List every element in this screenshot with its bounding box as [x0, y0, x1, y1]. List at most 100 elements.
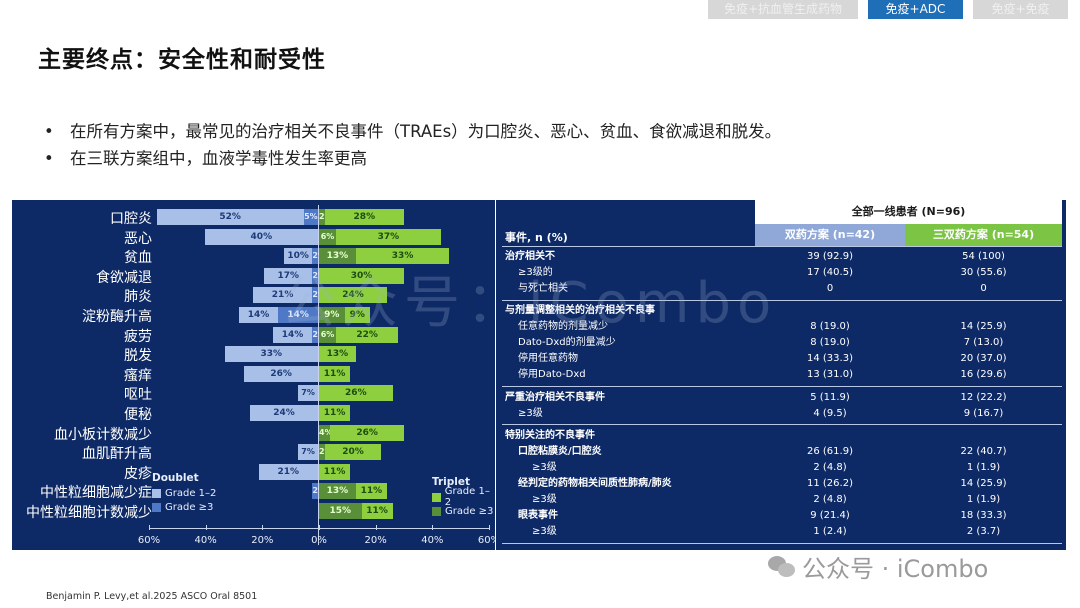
cell-triplet: 2 (3.7)	[966, 526, 1001, 537]
bullet-item: • 在三联方案组中，血液学毒性发生率更高	[44, 145, 781, 172]
bar-doublet-grade12: 10%	[284, 248, 313, 265]
tab-immuno-antiangiogenic[interactable]: 免疫+抗血管生成药物	[708, 0, 858, 19]
legend-item: Grade ≥3	[152, 500, 216, 514]
zero-axis-line	[318, 205, 319, 545]
bar-triplet-grade12: 13%	[319, 346, 356, 363]
bar-triplet-grade12: 22%	[336, 326, 399, 343]
table-row: 经判定的药物相关间质性肺病/肺炎 11 (26.2) 14 (25.9)	[496, 476, 1066, 492]
category-label: 脱发	[124, 348, 152, 365]
chart-row: 瘙痒 26% 11%	[12, 365, 495, 384]
swatch-icon	[432, 506, 441, 516]
cell-doublet: 13 (31.0)	[807, 369, 853, 380]
x-tick-label: 20%	[364, 535, 387, 546]
swatch-icon	[152, 488, 161, 498]
cell-doublet: 4 (9.5)	[813, 408, 847, 419]
x-tick-label: 60%	[477, 535, 501, 546]
bar-doublet-grade12: 7%	[298, 385, 318, 402]
x-tick	[319, 525, 320, 530]
x-tick-label: 20%	[251, 535, 274, 546]
bar-triplet-grade12: 26%	[319, 385, 393, 402]
x-tick	[489, 525, 490, 530]
cell-doublet: 1 (2.4)	[813, 526, 847, 537]
cell-doublet: 14 (33.3)	[807, 353, 853, 364]
cell-triplet: 22 (40.7)	[960, 446, 1007, 457]
category-label: 贫血	[124, 250, 152, 267]
bar-triplet-grade12: 11%	[361, 503, 393, 519]
bullet-item: • 在所有方案中，最常见的治疗相关不良事件（TRAEs）为口腔炎、恶心、贫血、食欲…	[44, 118, 781, 145]
table-row: 停用任意药物 14 (33.3) 20 (37.0)	[496, 351, 1066, 367]
bullet-dot-icon: •	[44, 122, 54, 141]
bar-doublet-grade12: 7%	[298, 444, 318, 461]
bar-doublet-grade12: 40%	[204, 228, 318, 245]
bar-triplet-grade12: 28%	[324, 209, 404, 225]
bar-triplet-grade12: 11%	[319, 463, 351, 480]
category-label: 食欲减退	[96, 269, 152, 286]
tab-immuno-adc[interactable]: 免疫+ADC	[868, 0, 963, 19]
cell-triplet: 18 (33.3)	[960, 510, 1007, 521]
bar-doublet-grade3: 14%	[278, 307, 318, 323]
bar-doublet-grade12: 14%	[272, 326, 313, 343]
chart-row: 皮疹 21% 11%	[12, 463, 495, 482]
bar-triplet-grade12: 11%	[355, 483, 387, 500]
bar-triplet-grade12: 30%	[319, 267, 404, 284]
page-title: 主要终点：安全性和耐受性	[38, 47, 326, 73]
row-label: ≥3级的	[518, 267, 553, 278]
table-divider	[502, 300, 1062, 301]
category-label: 便秘	[124, 407, 152, 423]
bar-triplet-grade3: 13%	[319, 483, 356, 500]
tab-immuno-immuno[interactable]: 免疫+免疫	[973, 0, 1068, 19]
row-label: ≥3级	[532, 526, 557, 537]
bar-triplet-grade12: 9%	[344, 307, 370, 323]
bar-triplet-grade3: 15%	[319, 503, 362, 519]
bar-doublet-grade12: 24%	[250, 405, 318, 421]
header-events: 事件, n (%)	[505, 231, 568, 244]
wechat-icon	[768, 555, 796, 578]
cell-doublet: 26 (61.9)	[807, 446, 853, 457]
chart-row: 恶心 40% 6% 37%	[12, 228, 495, 247]
cell-triplet: 7 (13.0)	[963, 337, 1004, 348]
legend-item: Grade 1–2	[152, 486, 216, 500]
row-label: 与剂量调整相关的治疗相关不良事	[505, 305, 655, 316]
category-label: 血肌酐升高	[82, 446, 152, 463]
chart-row: 淀粉酶升高 14% 14% 9% 9%	[12, 307, 495, 325]
bar-triplet-grade3: 4%	[319, 424, 333, 441]
bar-doublet-grade3: 2%	[312, 267, 326, 284]
category-label: 淀粉酶升高	[82, 309, 152, 325]
bar-doublet-grade3: 2%	[312, 483, 326, 500]
legend-triplet: Triplet Grade 1–2 Grade ≥3	[432, 476, 495, 517]
bar-doublet-grade12: 33%	[224, 346, 318, 363]
cell-doublet: 5 (11.9)	[810, 392, 850, 403]
category-label: 皮疹	[124, 465, 152, 482]
chart-row: 呕吐 7% 26%	[12, 385, 495, 403]
bar-triplet-grade3: 9%	[319, 307, 345, 323]
swatch-icon	[152, 502, 161, 512]
chart-row: 中性粒细胞减少症 2%13%11%	[12, 483, 495, 502]
chart-row: 贫血 2%10% 13%33%	[12, 248, 495, 267]
bar-doublet-grade12: 26%	[244, 365, 318, 382]
bar-doublet-grade12: 17%	[264, 267, 313, 284]
row-label: ≥3级	[532, 462, 557, 473]
table-row: ≥3级 1 (2.4) 2 (3.7)	[496, 524, 1066, 540]
cell-doublet: 8 (19.0)	[810, 337, 850, 348]
table-row: 口腔粘膜炎/口腔炎 26 (61.9) 22 (40.7)	[496, 444, 1066, 460]
chart-row: 中性粒细胞计数减少 15% 11%	[12, 503, 495, 521]
bar-triplet-grade12: 37%	[336, 228, 441, 245]
watermark-bottom: 公众号 · iCombo	[768, 549, 988, 584]
table-row: 与剂量调整相关的治疗相关不良事	[496, 303, 1066, 319]
bar-triplet-grade12: 11%	[319, 405, 351, 421]
reference-citation: Benjamin P. Levy,et al.2025 ASCO Oral 85…	[46, 591, 258, 602]
table-row: ≥3级的 17 (40.5) 30 (55.6)	[496, 265, 1066, 281]
row-label: 眼表事件	[518, 510, 558, 521]
table-row: Dato-Dxd的剂量减少 8 (19.0) 7 (13.0)	[496, 335, 1066, 351]
table-row: 停用Dato-Dxd 13 (31.0) 16 (29.6)	[496, 367, 1066, 383]
x-tick-label: 40%	[194, 535, 217, 546]
legend-item: Grade 1–2	[432, 486, 495, 508]
cell-triplet: 54 (100)	[962, 251, 1005, 262]
chart-row: 肺炎 2%21% 24%	[12, 287, 495, 305]
category-label: 中性粒细胞减少症	[40, 485, 152, 502]
bar-triplet-grade12: 11%	[319, 365, 351, 382]
row-label: 经判定的药物相关间质性肺病/肺炎	[518, 478, 672, 489]
x-tick	[375, 525, 377, 530]
